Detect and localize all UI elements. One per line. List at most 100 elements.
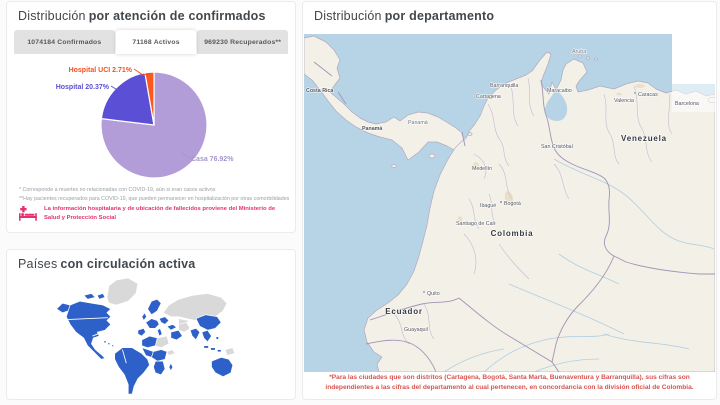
pie-label-uci: Hospital UCI 2.71% bbox=[69, 67, 133, 74]
world-border-sa bbox=[122, 349, 127, 364]
border-panama-colombia bbox=[461, 131, 466, 147]
world-border-us-mexico bbox=[92, 330, 106, 337]
map-label-medellin: Medellín bbox=[472, 166, 492, 172]
map-label-cartagena: Cartagena bbox=[476, 94, 501, 100]
tab-recuperados[interactable]: 969230 Recuperados** bbox=[197, 30, 288, 54]
lake-maracaibo bbox=[544, 90, 568, 121]
title-bold: por departamento bbox=[384, 9, 495, 23]
map-label-caracas: Caracas bbox=[638, 92, 658, 98]
marker-caracas bbox=[633, 91, 637, 95]
card-distribucion-departamento: Distribución por departamento bbox=[302, 1, 717, 400]
urban-caracas bbox=[635, 84, 645, 88]
world-papua bbox=[224, 347, 236, 356]
map-label-aruba: Aruba bbox=[572, 49, 586, 55]
world-indonesia-1 bbox=[203, 345, 209, 349]
world-iberia bbox=[137, 327, 147, 337]
world-caribbean-3 bbox=[111, 344, 115, 348]
map-label-colombia: Colombia bbox=[491, 229, 534, 238]
card-title-paises: Países con circulación activa bbox=[7, 250, 295, 271]
world-border-us-canada bbox=[67, 317, 108, 321]
ministry-note: La información hospitalaria y de ubicaci… bbox=[19, 205, 289, 223]
map-label-barranquilla: Barranquilla bbox=[490, 83, 518, 89]
border-colombia-ecuador bbox=[369, 297, 460, 321]
map-label-costa-rica: Costa Rica bbox=[306, 88, 333, 94]
map-label-bogota: Bogotá bbox=[504, 201, 521, 207]
river-negro bbox=[603, 333, 690, 350]
footnote-recuperados: **Hay pacientes recuperados para COVID-1… bbox=[19, 195, 290, 202]
island-coiba bbox=[391, 164, 397, 168]
world-caribbean-1 bbox=[103, 340, 107, 344]
pie-slice-uci[interactable] bbox=[144, 71, 155, 126]
world-indonesia-3 bbox=[216, 349, 222, 353]
title-regular: Distribución bbox=[18, 9, 86, 23]
map-label-guayaquil: Guayaquil bbox=[404, 327, 428, 333]
map-label-ibague: Ibagué bbox=[480, 203, 496, 209]
world-east-europe bbox=[158, 316, 170, 325]
colombia-departments-map[interactable]: Costa Rica Panamá Panamá Aruba Cartagena… bbox=[304, 34, 715, 372]
island-pearl bbox=[428, 153, 436, 159]
land-south-america bbox=[363, 51, 715, 372]
border-nicaragua-costarica bbox=[313, 61, 333, 77]
tab-confirmados[interactable]: 1074184 Confirmados bbox=[14, 30, 115, 54]
map-label-ecuador: Ecuador bbox=[385, 307, 423, 316]
map-label-barcelona: Barcelona bbox=[675, 101, 699, 107]
map-label-panama-city: Panamá bbox=[362, 126, 382, 132]
river-amazon-1 bbox=[483, 333, 610, 372]
dept-line-15 bbox=[423, 303, 435, 340]
title-regular: Distribución bbox=[314, 9, 382, 23]
urban-cali bbox=[457, 216, 463, 224]
world-india bbox=[189, 327, 201, 341]
casa-leader-line bbox=[181, 152, 190, 159]
dept-line-11 bbox=[603, 93, 620, 165]
river-guaviare bbox=[558, 253, 620, 285]
border-venezuela-brazil bbox=[625, 261, 715, 275]
title-bold: con circulación activa bbox=[60, 257, 196, 271]
river-amazon-3 bbox=[533, 358, 600, 372]
world-greenland bbox=[106, 277, 139, 306]
uci-leader-line bbox=[133, 68, 151, 76]
world-australia bbox=[211, 356, 234, 378]
hospital-bed-icon bbox=[19, 206, 37, 221]
world-russia bbox=[162, 293, 228, 321]
card-atencion-confirmados: Distribución por atención de confirmados … bbox=[6, 1, 296, 233]
dept-line-8 bbox=[463, 233, 477, 275]
pie-label-casa: Casa 76.92% bbox=[191, 156, 234, 163]
map-label-venezuela: Venezuela bbox=[621, 134, 667, 143]
world-indonesia-2 bbox=[210, 347, 216, 351]
world-china bbox=[195, 314, 222, 331]
island-bonaire bbox=[594, 57, 598, 61]
tab-activos[interactable]: 71168 Activos bbox=[115, 30, 197, 54]
world-iran bbox=[178, 322, 191, 333]
map-label-san-cristobal: San Cristóbal bbox=[541, 144, 573, 150]
river-amazon-2 bbox=[443, 348, 505, 372]
atencion-pie-chart[interactable]: Hospital UCI 2.71% Hospital 20.37% Casa … bbox=[7, 60, 297, 186]
border-colombia-brazil bbox=[551, 255, 615, 363]
card-paises-circulacion: Países con circulación activa bbox=[6, 249, 296, 400]
world-map bbox=[56, 277, 236, 395]
dept-line-13 bbox=[668, 93, 673, 135]
world-uk bbox=[141, 312, 147, 321]
unloaded-tile bbox=[672, 34, 715, 84]
card-title-atencion: Distribución por atención de confirmados bbox=[7, 2, 295, 23]
world-southern-africa bbox=[153, 360, 166, 376]
atencion-tabs: 1074184 Confirmados 71168 Activos 969230… bbox=[14, 30, 288, 54]
map-label-quito: Quito bbox=[427, 291, 440, 297]
urban-valencia bbox=[616, 92, 622, 96]
card-title-departamento: Distribución por departamento bbox=[303, 2, 716, 23]
title-regular: Países bbox=[18, 257, 58, 271]
dept-line-7 bbox=[468, 198, 480, 230]
world-italy bbox=[156, 327, 163, 337]
world-madagascar bbox=[168, 362, 174, 372]
land-central-america bbox=[304, 35, 467, 161]
ministry-note-text: La información hospitalaria y de ubicaci… bbox=[44, 206, 276, 221]
dept-line-14 bbox=[393, 313, 410, 345]
marker-quito bbox=[422, 290, 426, 294]
world-south-america bbox=[114, 347, 150, 395]
world-arctic-island-1 bbox=[83, 293, 96, 300]
pie-label-hospital: Hospital 20.37% bbox=[56, 84, 110, 91]
dept-line-4 bbox=[473, 153, 487, 180]
dept-line-9 bbox=[498, 243, 530, 280]
map-label-valencia: Valencia bbox=[614, 98, 634, 104]
urban-bogota bbox=[504, 191, 514, 205]
